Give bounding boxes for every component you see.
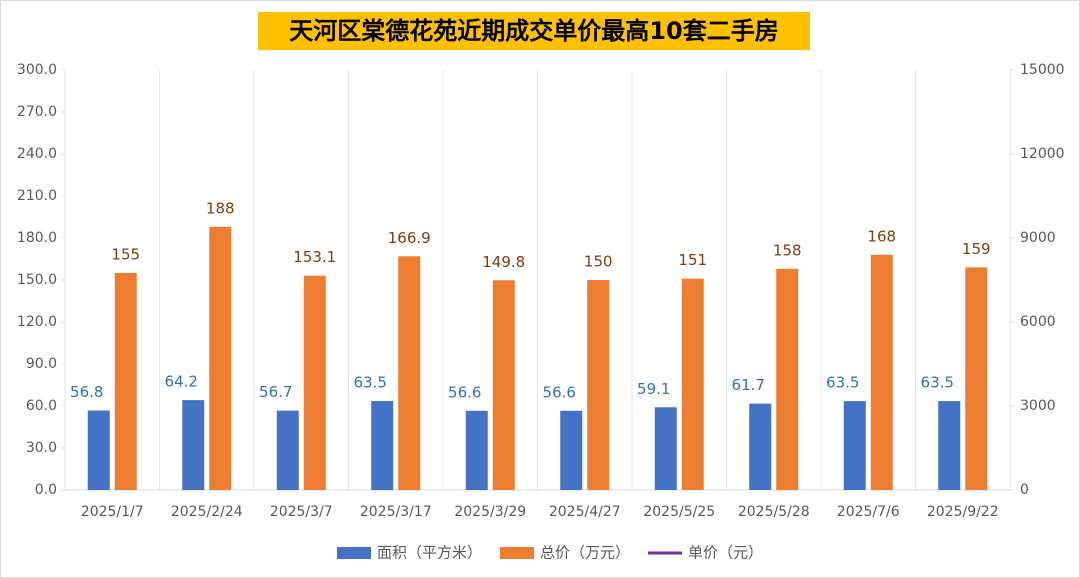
y-tick-label: 300.0: [17, 62, 57, 78]
bar: [465, 410, 488, 490]
bar: [654, 407, 677, 490]
bar: [938, 401, 961, 490]
data-label: 63.5: [921, 374, 954, 392]
data-label: 149.8: [482, 253, 525, 271]
bar: [492, 280, 515, 490]
bar: [870, 254, 893, 490]
data-label: 63.5: [826, 374, 859, 392]
legend-swatch: [500, 547, 535, 559]
legend-label: 面积（平方米）: [377, 544, 482, 562]
data-label: 159: [962, 240, 991, 258]
x-tick-label: 2025/3/29: [454, 504, 526, 520]
data-label: 56.6: [543, 383, 576, 401]
data-label: 188: [206, 199, 235, 217]
y-tick-label: 240.0: [17, 146, 57, 162]
bar: [681, 278, 704, 490]
y2-tick-label: 6000: [1020, 314, 1056, 330]
title-box: [258, 12, 810, 50]
data-label: 166.9: [388, 229, 431, 247]
data-label: 63.5: [354, 374, 387, 392]
data-label: 56.8: [70, 383, 103, 401]
bar: [371, 401, 394, 490]
y-tick-label: 270.0: [17, 104, 57, 120]
y2-tick-label: 12000: [1020, 146, 1065, 162]
bar: [182, 400, 205, 490]
chart-title: 天河区棠德花苑近期成交单价最高10套二手房: [289, 17, 778, 45]
data-label: 56.6: [448, 383, 481, 401]
y-tick-label: 30.0: [26, 440, 57, 456]
data-label: 59.1: [637, 380, 670, 398]
y-tick-label: 180.0: [17, 230, 57, 246]
bar: [749, 403, 772, 490]
y2-tick-label: 0: [1020, 482, 1029, 498]
legend-label: 总价（万元）: [540, 544, 630, 562]
bar: [398, 256, 421, 490]
bar: [87, 410, 110, 490]
bar: [209, 226, 232, 491]
y2-tick-label: 15000: [1020, 62, 1065, 78]
x-tick-label: 2025/5/28: [738, 504, 810, 520]
x-tick-label: 2025/1/7: [81, 504, 144, 520]
bar: [276, 410, 299, 490]
data-label: 56.7: [259, 383, 292, 401]
x-tick-label: 2025/4/27: [549, 504, 621, 520]
y-tick-label: 60.0: [26, 398, 57, 414]
bar: [587, 280, 610, 490]
data-label: 61.7: [732, 376, 765, 394]
y-tick-label: 0.0: [35, 482, 57, 498]
data-label: 150: [584, 253, 613, 271]
legend-label: 单价（元）: [688, 544, 763, 562]
bar: [303, 275, 326, 490]
bar: [843, 401, 866, 490]
y-tick-label: 120.0: [17, 314, 57, 330]
y-tick-label: 90.0: [26, 356, 57, 372]
bar: [776, 268, 799, 490]
x-tick-label: 2025/3/17: [360, 504, 432, 520]
bar: [965, 267, 988, 490]
y-tick-label: 210.0: [17, 188, 57, 204]
x-tick-label: 2025/5/25: [643, 504, 715, 520]
legend-swatch: [337, 547, 371, 559]
x-tick-label: 2025/7/6: [837, 504, 900, 520]
data-label: 168: [867, 227, 896, 245]
bar: [560, 410, 583, 490]
data-label: 151: [678, 251, 707, 269]
x-tick-label: 2025/9/22: [927, 504, 999, 520]
data-label: 155: [111, 246, 140, 264]
x-tick-label: 2025/3/7: [270, 504, 333, 520]
data-label: 158: [773, 241, 802, 259]
x-tick-label: 2025/2/24: [171, 504, 243, 520]
y2-tick-label: 9000: [1020, 230, 1056, 246]
data-label: 64.2: [165, 373, 198, 391]
data-label: 153.1: [293, 248, 336, 266]
y2-tick-label: 3000: [1020, 398, 1056, 414]
y-tick-label: 150.0: [17, 272, 57, 288]
bar: [114, 273, 137, 490]
